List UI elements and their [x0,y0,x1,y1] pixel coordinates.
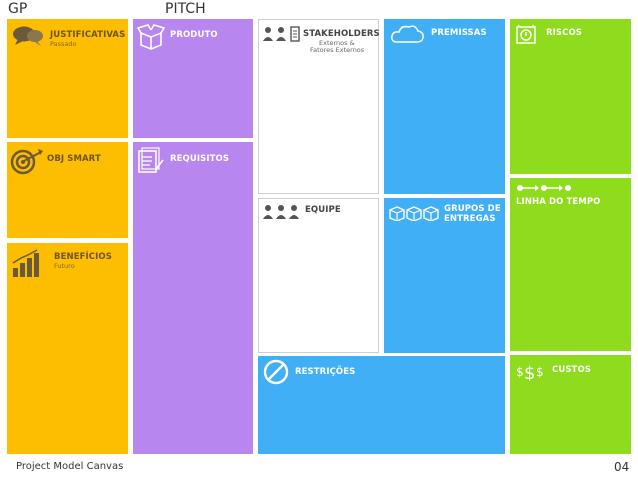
stakeholders-people-icon [263,26,300,42]
equipe-block[interactable]: EQUIPE [258,198,379,353]
beneficios-subtitle: Futuro [54,262,75,270]
produto-title: PRODUTO [170,30,218,40]
linha-do-tempo-title: LINHA DO TEMPO [516,197,601,207]
cloud-icon [391,25,424,43]
restricoes-block[interactable]: RESTRIÇÕES [258,356,505,454]
pitch-header: PITCH [165,1,206,17]
grupos-title-line-2: ENTREGAS [444,214,496,224]
equipe-title: EQUIPE [305,205,341,215]
svg-text:$: $ [524,363,535,381]
grupos-title-line-1: GRUPOS DE [444,204,501,214]
linha-do-tempo-block[interactable]: LINHA DO TEMPO [510,178,631,351]
target-icon [10,149,43,175]
premissas-block[interactable]: PREMISSAS [384,19,505,194]
prohibited-icon [263,359,289,385]
riscos-block[interactable]: RISCOS [510,19,631,174]
stakeholders-title: STAKEHOLDERS [303,29,380,39]
svg-text:$: $ [516,365,524,379]
dollar-icon: $ $ $ [516,363,544,381]
speech-bubbles-icon [13,26,43,46]
requisitos-title: REQUISITOS [170,154,230,164]
deliverables-boxes-icon [389,206,439,221]
beneficios-title: BENEFÍCIOS [54,252,112,262]
box-icon [137,24,165,50]
produto-block[interactable]: PRODUTO [133,19,253,138]
stakeholders-block[interactable]: STAKEHOLDERS Externos & Fatores Externos [258,19,380,194]
beneficios-block[interactable]: BENEFÍCIOS Futuro [7,243,128,454]
obj-smart-title: OBJ SMART [47,154,101,164]
checklist-icon [138,147,164,173]
obj-smart-block[interactable]: OBJ SMART [7,142,128,238]
premissas-title: PREMISSAS [431,28,487,38]
justificativas-block[interactable]: JUSTIFICATIVAS Passado [7,19,128,138]
footer-title: Project Model Canvas [16,461,124,472]
justificativas-title: JUSTIFICATIVAS [50,30,126,40]
team-icon [263,205,299,219]
justificativas-subtitle: Passado [50,40,77,48]
timeline-icon [517,185,571,191]
svg-text:$: $ [536,365,544,379]
restricoes-title: RESTRIÇÕES [295,367,356,377]
grupos-entregas-block[interactable]: GRUPOS DE ENTREGAS [384,198,505,353]
gp-header: GP [8,1,28,17]
custos-title: CUSTOS [552,365,592,375]
page-number: 04 [614,460,630,474]
risk-icon [516,24,536,44]
stakeholders-subtitle-1: Externos & [319,39,355,47]
bar-growth-icon [12,249,39,277]
stakeholders-subtitle-2: Fatores Externos [310,46,365,54]
requisitos-block[interactable]: REQUISITOS [133,142,253,454]
custos-block[interactable]: $ $ $ CUSTOS [510,355,631,454]
riscos-title: RISCOS [546,28,583,38]
